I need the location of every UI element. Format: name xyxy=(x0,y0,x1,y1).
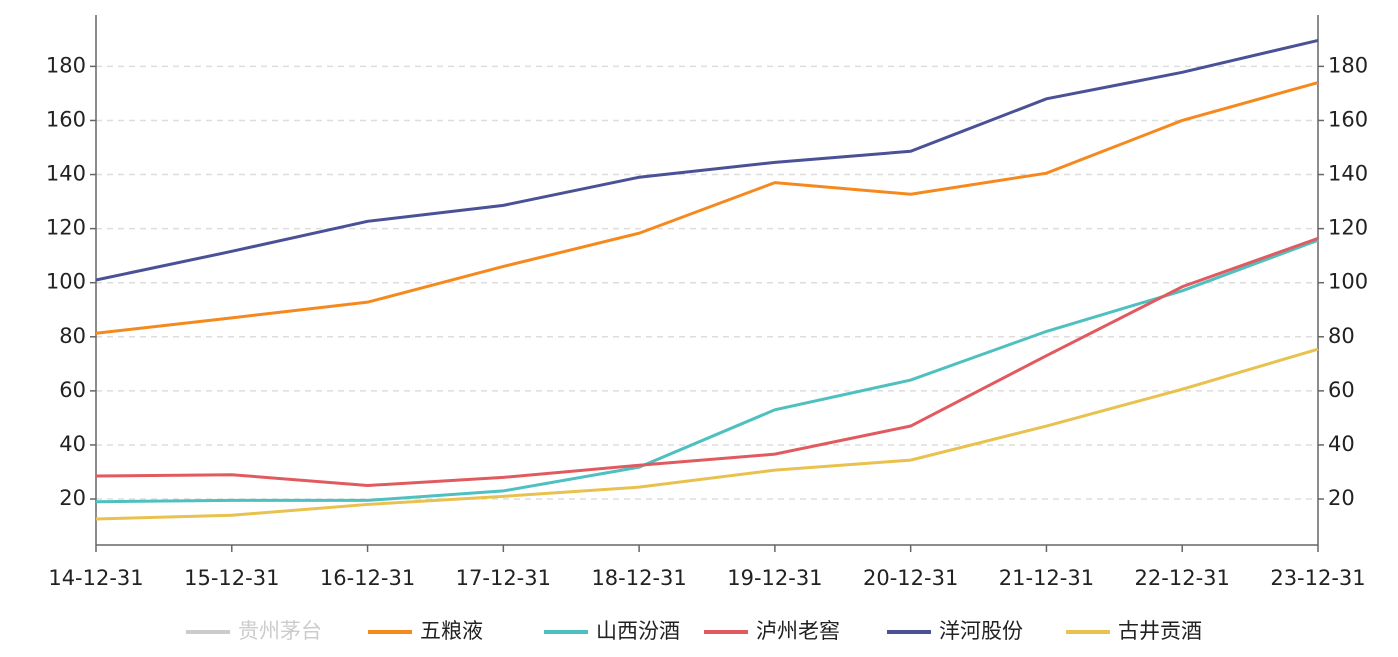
series-line xyxy=(95,347,1319,521)
series-line xyxy=(95,236,1319,488)
x-tick-label: 19-12-31 xyxy=(727,566,822,590)
y2-tick-label: 160 xyxy=(1328,107,1368,131)
y-tick-label: 140 xyxy=(46,162,86,186)
y-tick-label: 40 xyxy=(59,432,86,456)
legend-label: 五粮液 xyxy=(420,619,483,643)
y2-tick-label: 180 xyxy=(1328,53,1368,77)
x-tick-label: 16-12-31 xyxy=(320,566,415,590)
x-tick-label: 18-12-31 xyxy=(591,566,686,590)
x-tick-label: 22-12-31 xyxy=(1135,566,1230,590)
y-tick-label: 160 xyxy=(46,107,86,131)
y2-tick-label: 40 xyxy=(1328,432,1355,456)
y-tick-label: 180 xyxy=(46,53,86,77)
x-tick-label: 15-12-31 xyxy=(184,566,279,590)
x-tick-label: 23-12-31 xyxy=(1270,566,1365,590)
y2-tick-label: 100 xyxy=(1328,270,1368,294)
series-line xyxy=(95,38,1319,282)
legend-label: 山西汾酒 xyxy=(596,619,680,643)
y-tick-label: 60 xyxy=(59,378,86,402)
legend-label: 古井贡酒 xyxy=(1118,619,1202,643)
y2-tick-label: 80 xyxy=(1328,324,1355,348)
x-tick-label: 14-12-31 xyxy=(48,566,143,590)
x-tick-label: 21-12-31 xyxy=(999,566,1094,590)
y2-tick-label: 20 xyxy=(1328,486,1355,510)
y2-tick-label: 140 xyxy=(1328,162,1368,186)
x-tick-label: 20-12-31 xyxy=(863,566,958,590)
x-tick-label: 17-12-31 xyxy=(456,566,551,590)
y-tick-label: 80 xyxy=(59,324,86,348)
legend-label: 泸州老窖 xyxy=(756,619,840,643)
y2-tick-label: 120 xyxy=(1328,216,1368,240)
y-tick-label: 20 xyxy=(59,486,86,510)
series-line xyxy=(95,81,1319,335)
y2-tick-label: 60 xyxy=(1328,378,1355,402)
legend-label: 洋河股份 xyxy=(939,619,1023,643)
legend-label: 贵州茅台 xyxy=(238,619,322,643)
y-tick-label: 100 xyxy=(46,270,86,294)
y-tick-label: 120 xyxy=(46,216,86,240)
series-line xyxy=(95,238,1319,504)
